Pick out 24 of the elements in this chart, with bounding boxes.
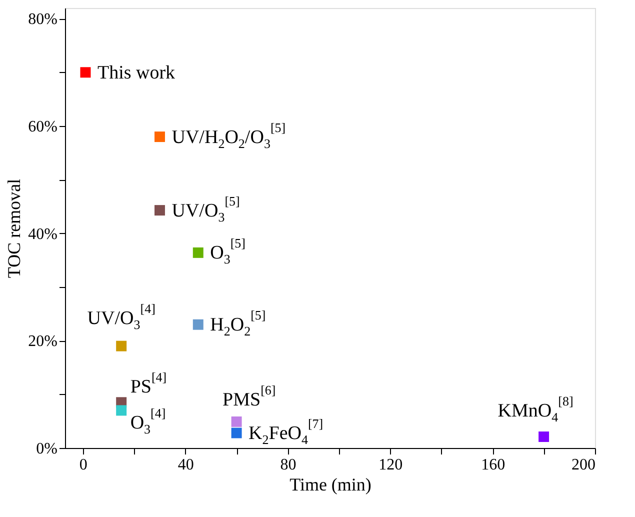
y-tick-label: 20%	[28, 333, 58, 350]
x-tick-label: 80	[280, 456, 296, 474]
x-tick-label: 120	[378, 456, 403, 474]
y-axis-title: TOC removal	[4, 178, 24, 278]
y-tick-label: 80%	[28, 11, 58, 28]
point	[154, 132, 165, 142]
series-label: This work	[97, 62, 176, 84]
x-axis-title: Time (min)	[290, 474, 372, 494]
point	[154, 205, 165, 216]
point	[192, 319, 204, 330]
x-tick-label: 160	[481, 456, 506, 474]
point	[538, 431, 550, 442]
point	[192, 247, 204, 258]
point	[80, 67, 91, 78]
y-tick-label: 60%	[28, 118, 58, 136]
point	[116, 405, 127, 416]
x-tick-label: 0	[79, 456, 88, 474]
x-tick-label: 40	[178, 456, 194, 474]
point	[231, 428, 242, 438]
y-tick-label: 0%	[36, 440, 58, 458]
x-tick-label: 200	[572, 456, 596, 474]
point	[231, 416, 242, 427]
point	[116, 340, 127, 352]
y-tick-label: 40%	[28, 226, 58, 243]
